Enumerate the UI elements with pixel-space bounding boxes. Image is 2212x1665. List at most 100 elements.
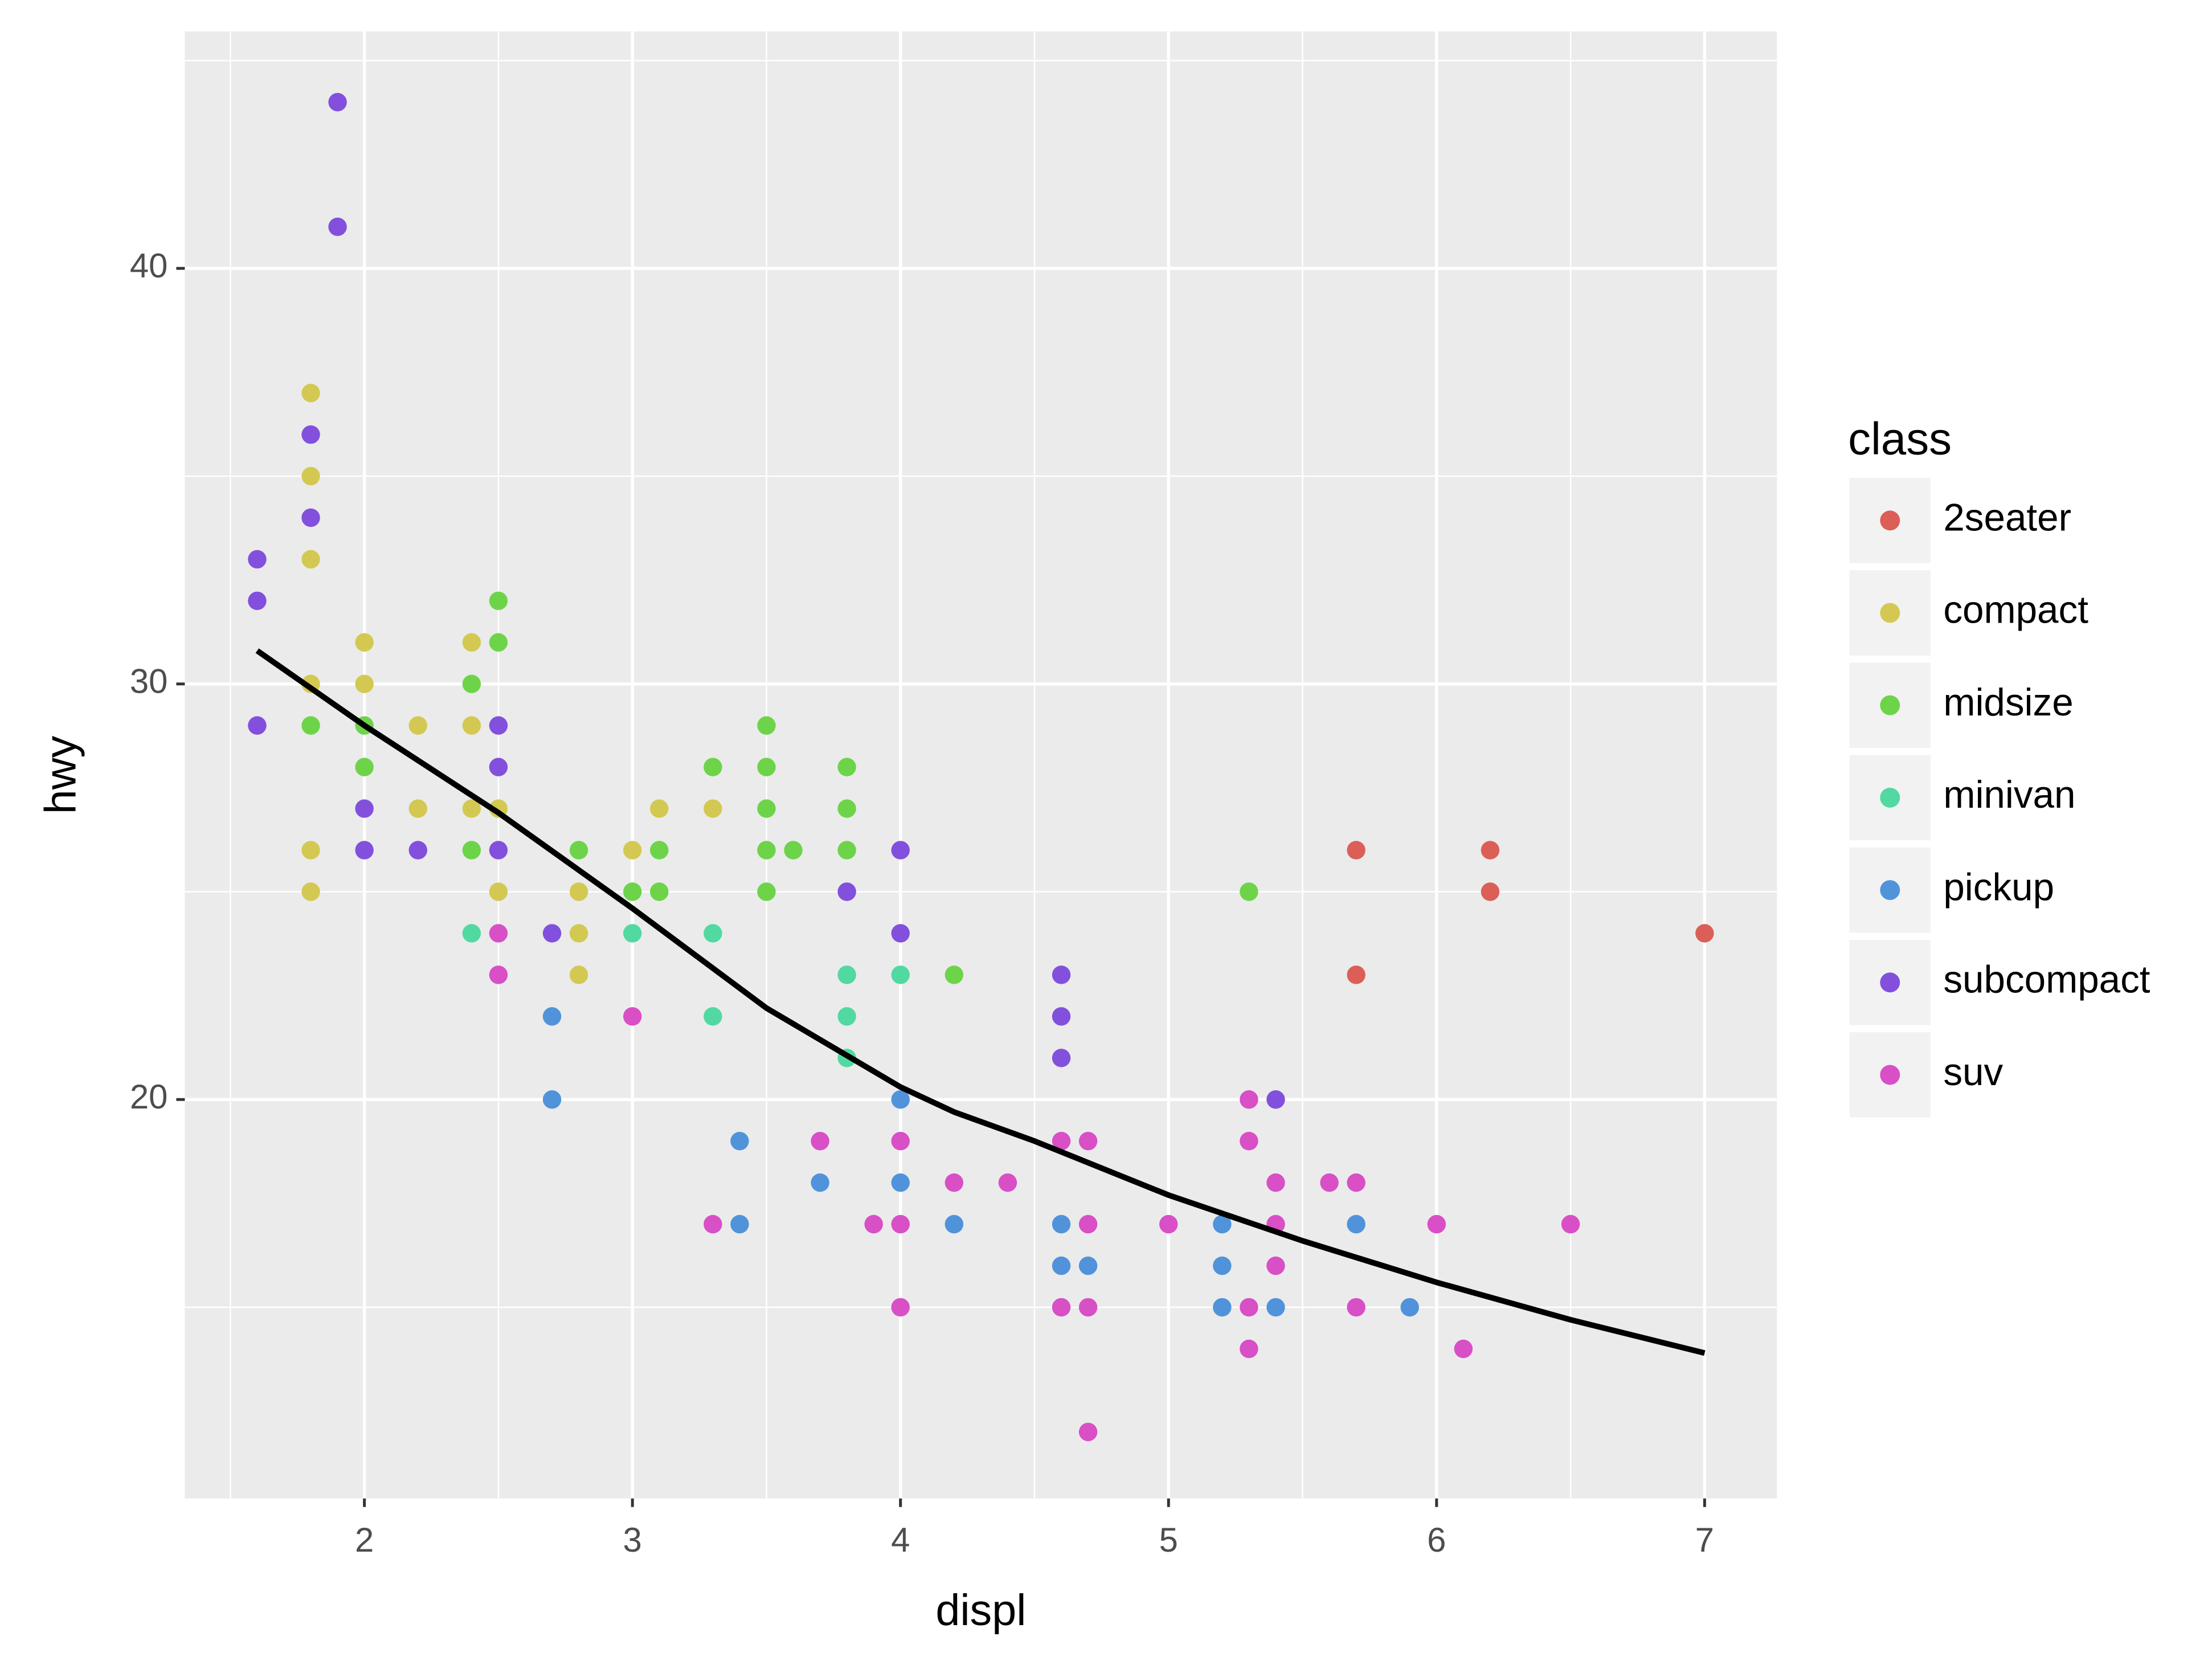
point	[945, 1214, 964, 1234]
point	[542, 1007, 562, 1026]
point	[355, 633, 374, 652]
point	[301, 841, 320, 860]
point	[811, 1173, 829, 1192]
x-tick-label: 3	[623, 1521, 642, 1559]
point	[1240, 1339, 1258, 1359]
point	[462, 924, 481, 943]
panel	[185, 31, 1777, 1499]
point	[301, 882, 320, 901]
point	[811, 1131, 829, 1151]
point	[248, 550, 267, 569]
point	[301, 508, 320, 527]
point	[757, 799, 776, 818]
legend-label: compact	[1943, 589, 2088, 632]
point	[1266, 1090, 1285, 1109]
point	[891, 966, 910, 984]
point	[569, 966, 588, 984]
point	[837, 799, 856, 818]
point	[945, 966, 964, 984]
legend-key	[1880, 695, 1900, 715]
point	[730, 1131, 749, 1151]
point	[837, 841, 856, 860]
point	[328, 217, 347, 236]
point	[542, 924, 562, 943]
point	[489, 882, 508, 901]
point	[569, 841, 588, 860]
point	[1695, 924, 1714, 943]
point	[650, 841, 669, 860]
point	[569, 882, 588, 901]
legend-label: pickup	[1943, 866, 2054, 909]
point	[1240, 1298, 1258, 1317]
point	[1347, 1173, 1365, 1192]
point	[891, 1298, 910, 1317]
point	[462, 799, 481, 818]
point	[837, 758, 856, 776]
legend-key	[1880, 972, 1900, 993]
point	[704, 1214, 722, 1234]
point	[1481, 841, 1500, 860]
point	[462, 716, 481, 735]
point	[1481, 882, 1500, 901]
point	[489, 758, 508, 776]
legend-label: subcompact	[1943, 959, 2150, 1001]
point	[650, 799, 669, 818]
point	[623, 841, 642, 860]
point	[837, 882, 856, 901]
point	[489, 591, 508, 611]
point	[1078, 1422, 1098, 1442]
y-axis-label: hwy	[36, 735, 85, 814]
point	[1052, 1131, 1071, 1151]
point	[1078, 1256, 1098, 1275]
point	[355, 841, 374, 860]
point	[301, 383, 320, 403]
point	[1347, 966, 1365, 984]
point	[1240, 1090, 1258, 1109]
point	[301, 716, 320, 735]
legend-label: 2seater	[1943, 497, 2071, 539]
point	[704, 1007, 722, 1026]
point	[1240, 1131, 1258, 1151]
y-tick-label: 20	[130, 1078, 168, 1116]
legend-key	[1880, 880, 1900, 901]
point	[1213, 1298, 1232, 1317]
point	[784, 841, 803, 860]
point	[1266, 1173, 1285, 1192]
point	[757, 841, 776, 860]
point	[998, 1173, 1017, 1192]
point	[462, 841, 481, 860]
x-tick-label: 6	[1427, 1521, 1446, 1559]
point	[1427, 1214, 1446, 1234]
point	[1561, 1214, 1580, 1234]
point	[704, 758, 722, 776]
point	[837, 1007, 856, 1026]
point	[408, 841, 427, 860]
point	[891, 1131, 910, 1151]
point	[1347, 1214, 1365, 1234]
point	[408, 799, 427, 818]
point	[301, 550, 320, 569]
point	[704, 799, 722, 818]
point	[891, 1173, 910, 1192]
point	[1266, 1256, 1285, 1275]
point	[1213, 1214, 1232, 1234]
point	[757, 716, 776, 735]
point	[1052, 1214, 1071, 1234]
legend-key	[1880, 1065, 1900, 1085]
x-tick-label: 7	[1695, 1521, 1714, 1559]
legend-title: class	[1848, 414, 1952, 464]
point	[489, 716, 508, 735]
legend-label: midsize	[1943, 681, 2073, 724]
y-tick-label: 30	[130, 662, 168, 701]
point	[623, 882, 642, 901]
point	[489, 966, 508, 984]
legend-key	[1880, 510, 1900, 531]
point	[1052, 966, 1071, 984]
point	[1159, 1214, 1178, 1234]
point	[489, 633, 508, 652]
x-tick-label: 2	[355, 1521, 374, 1559]
point	[650, 882, 669, 901]
point	[569, 924, 588, 943]
point	[730, 1214, 749, 1234]
